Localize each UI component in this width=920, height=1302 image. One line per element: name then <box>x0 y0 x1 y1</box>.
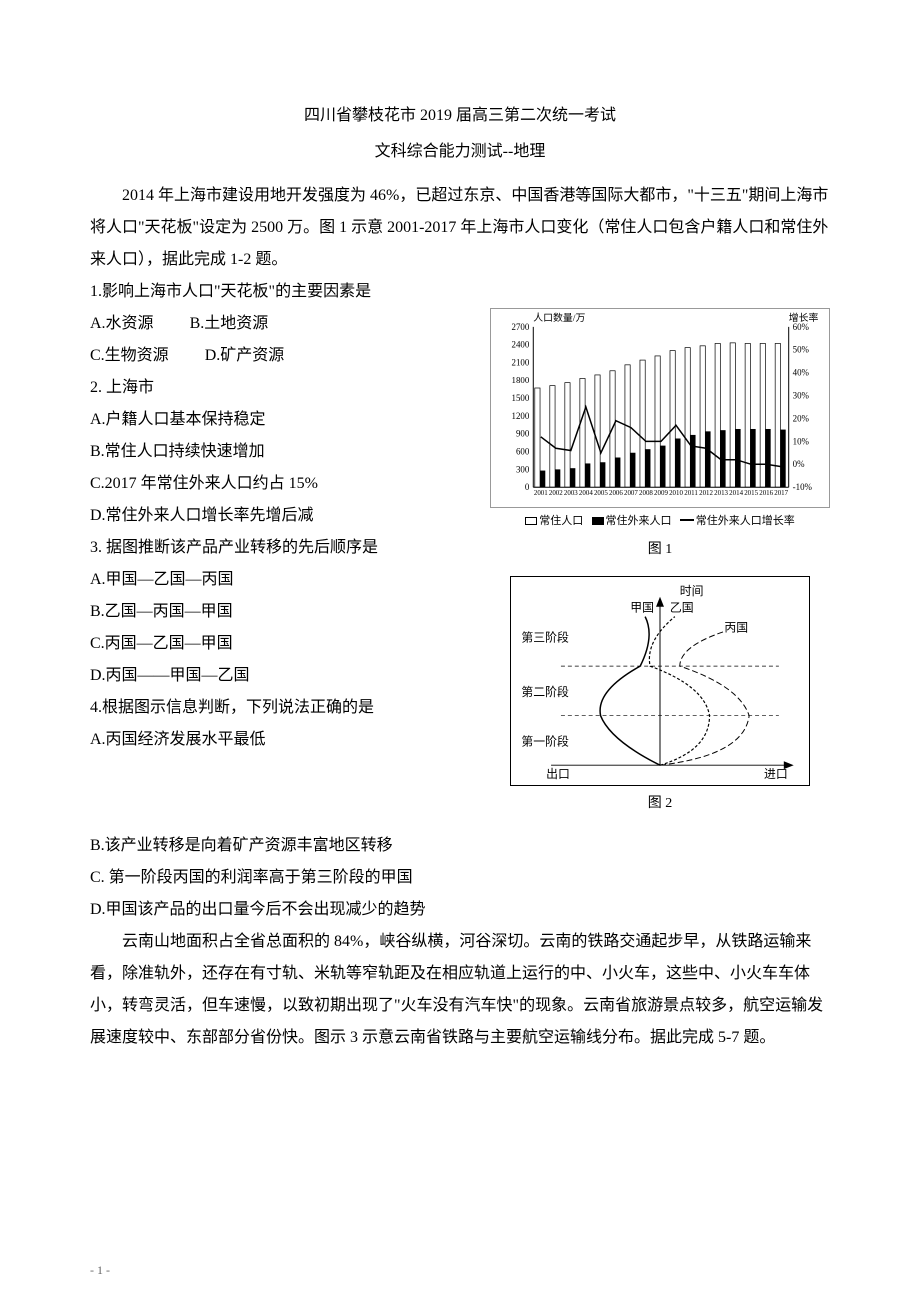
svg-text:2009: 2009 <box>654 490 668 497</box>
chart-1: 人口数量/万 增长率 03006009001200150018002100240… <box>490 308 830 508</box>
figure-1-label: 图 1 <box>490 536 830 564</box>
svg-text:2015: 2015 <box>744 490 758 497</box>
q4-option-d: D.甲国该产品的出口量今后不会出现减少的趋势 <box>90 894 830 926</box>
chart2-top-label: 时间 <box>680 584 704 598</box>
svg-text:2017: 2017 <box>774 490 788 497</box>
q1-option-d: D.矿产资源 <box>205 340 285 372</box>
q1-option-b: B.土地资源 <box>190 308 269 340</box>
legend-migrant: 常住外来人口 <box>606 515 672 527</box>
svg-text:40%: 40% <box>793 368 810 378</box>
svg-text:2001: 2001 <box>534 490 548 497</box>
q4-option-c: C. 第一阶段丙国的利润率高于第三阶段的甲国 <box>90 862 830 894</box>
q3-option-d: D.丙国——甲国—乙国 <box>90 660 470 692</box>
chart2-jia-curve <box>600 617 660 766</box>
chart1-legend: 常住人口 常住外来人口 常住外来人口增长率 <box>490 510 830 532</box>
svg-text:2008: 2008 <box>639 490 653 497</box>
svg-text:30%: 30% <box>793 391 810 401</box>
svg-text:2016: 2016 <box>759 490 773 497</box>
chart-1-svg: 人口数量/万 增长率 03006009001200150018002100240… <box>491 309 829 507</box>
svg-text:0%: 0% <box>793 459 805 469</box>
q4-option-b: B.该产业转移是向着矿产资源丰富地区转移 <box>90 830 830 862</box>
svg-text:2010: 2010 <box>669 490 683 497</box>
chart2-yi-label: 乙国 <box>670 601 694 615</box>
q2-option-b: B.常住人口持续快速增加 <box>90 436 470 468</box>
page-number: - 1 - <box>90 1258 110 1282</box>
chart2-stage2-label: 第二阶段 <box>521 685 569 699</box>
chart1-right-axis: -10% 0% 10% 20% 30% 40% 50% 60% <box>793 322 813 492</box>
q1-option-c: C.生物资源 <box>90 340 169 372</box>
q1-option-a: A.水资源 <box>90 308 154 340</box>
figure-1: 人口数量/万 增长率 03006009001200150018002100240… <box>490 308 830 564</box>
svg-text:2400: 2400 <box>512 340 530 350</box>
svg-text:2013: 2013 <box>714 490 728 497</box>
q3-option-c: C.丙国—乙国—甲国 <box>90 628 470 660</box>
svg-text:2012: 2012 <box>699 490 713 497</box>
question-2-stem: 2. 上海市 <box>90 372 470 404</box>
q2-option-c: C.2017 年常住外来人口约占 15% <box>90 468 470 500</box>
legend-resident: 常住人口 <box>539 515 583 527</box>
question-1-options-row1: A.水资源 B.土地资源 <box>90 308 470 340</box>
svg-text:2700: 2700 <box>512 322 530 332</box>
chart2-xleft-label: 出口 <box>546 767 570 781</box>
svg-text:900: 900 <box>516 429 530 439</box>
svg-text:300: 300 <box>516 464 530 474</box>
svg-text:600: 600 <box>516 447 530 457</box>
figure-2-label: 图 2 <box>490 790 830 818</box>
svg-text:2004: 2004 <box>579 490 593 497</box>
q2-option-a: A.户籍人口基本保持稳定 <box>90 404 470 436</box>
legend-white-icon <box>525 517 537 525</box>
svg-text:2003: 2003 <box>564 490 578 497</box>
svg-text:2100: 2100 <box>512 357 530 367</box>
svg-text:10%: 10% <box>793 436 810 446</box>
svg-text:2005: 2005 <box>594 490 608 497</box>
chart2-yarrow-icon <box>656 597 664 607</box>
intro-paragraph-1: 2014 年上海市建设用地开发强度为 46%，已超过东京、中国香港等国际大都市，… <box>90 180 830 276</box>
svg-text:60%: 60% <box>793 322 810 332</box>
q2-option-d: D.常住外来人口增长率先增后减 <box>90 500 470 532</box>
svg-text:2014: 2014 <box>729 490 743 497</box>
chart2-jia-label: 甲国 <box>630 601 654 615</box>
question-1-options-row2: C.生物资源 D.矿产资源 <box>90 340 470 372</box>
svg-text:2007: 2007 <box>624 490 638 497</box>
question-1-stem: 1.影响上海市人口"天花板"的主要因素是 <box>90 276 830 308</box>
svg-text:20%: 20% <box>793 413 810 423</box>
chart2-bing-curve <box>660 631 749 765</box>
legend-growth: 常住外来人口增长率 <box>696 515 795 527</box>
intro-paragraph-2: 云南山地面积占全省总面积的 84%，峡谷纵横，河谷深切。云南的铁路交通起步早，从… <box>90 926 830 1054</box>
svg-text:2011: 2011 <box>684 490 698 497</box>
chart2-stage1-label: 第一阶段 <box>521 734 569 748</box>
legend-black-icon <box>592 517 604 525</box>
chart2-stage3-label: 第三阶段 <box>521 630 569 644</box>
chart1-bars <box>535 343 786 487</box>
figure-2: 时间 第一阶段 第二阶段 第三阶段 出口 进口 甲国 乙国 丙国 <box>490 576 830 818</box>
svg-text:1500: 1500 <box>512 393 530 403</box>
page-subtitle: 文科综合能力测试--地理 <box>90 136 830 168</box>
page-title: 四川省攀枝花市 2019 届高三第二次统一考试 <box>90 100 830 132</box>
question-3-stem: 3. 据图推断该产品产业转移的先后顺序是 <box>90 532 470 564</box>
svg-text:1800: 1800 <box>512 375 530 385</box>
question-4-stem: 4.根据图示信息判断，下列说法正确的是 <box>90 692 470 724</box>
chart2-bing-label: 丙国 <box>724 620 748 634</box>
chart1-left-axis: 0 300 600 900 1200 1500 1800 2100 2400 2700 <box>512 322 530 492</box>
q4-option-a: A.丙国经济发展水平最低 <box>90 724 470 756</box>
chart-2-svg: 时间 第一阶段 第二阶段 第三阶段 出口 进口 甲国 乙国 丙国 <box>511 577 809 785</box>
q3-option-a: A.甲国—乙国—丙国 <box>90 564 470 596</box>
chart1-xaxis: 2001200220032004200520062007200820092010… <box>534 490 789 497</box>
svg-text:50%: 50% <box>793 345 810 355</box>
chart2-xright-label: 进口 <box>764 767 788 781</box>
chart2-yi-curve <box>649 617 709 766</box>
chart-2: 时间 第一阶段 第二阶段 第三阶段 出口 进口 甲国 乙国 丙国 <box>510 576 810 786</box>
svg-text:-10%: -10% <box>793 482 813 492</box>
legend-line-icon <box>680 519 694 527</box>
svg-text:1200: 1200 <box>512 411 530 421</box>
q3-option-b: B.乙国—丙国—甲国 <box>90 596 470 628</box>
svg-text:0: 0 <box>525 482 530 492</box>
svg-text:2002: 2002 <box>549 490 563 497</box>
svg-text:2006: 2006 <box>609 490 623 497</box>
chart1-left-label: 人口数量/万 <box>533 311 585 324</box>
